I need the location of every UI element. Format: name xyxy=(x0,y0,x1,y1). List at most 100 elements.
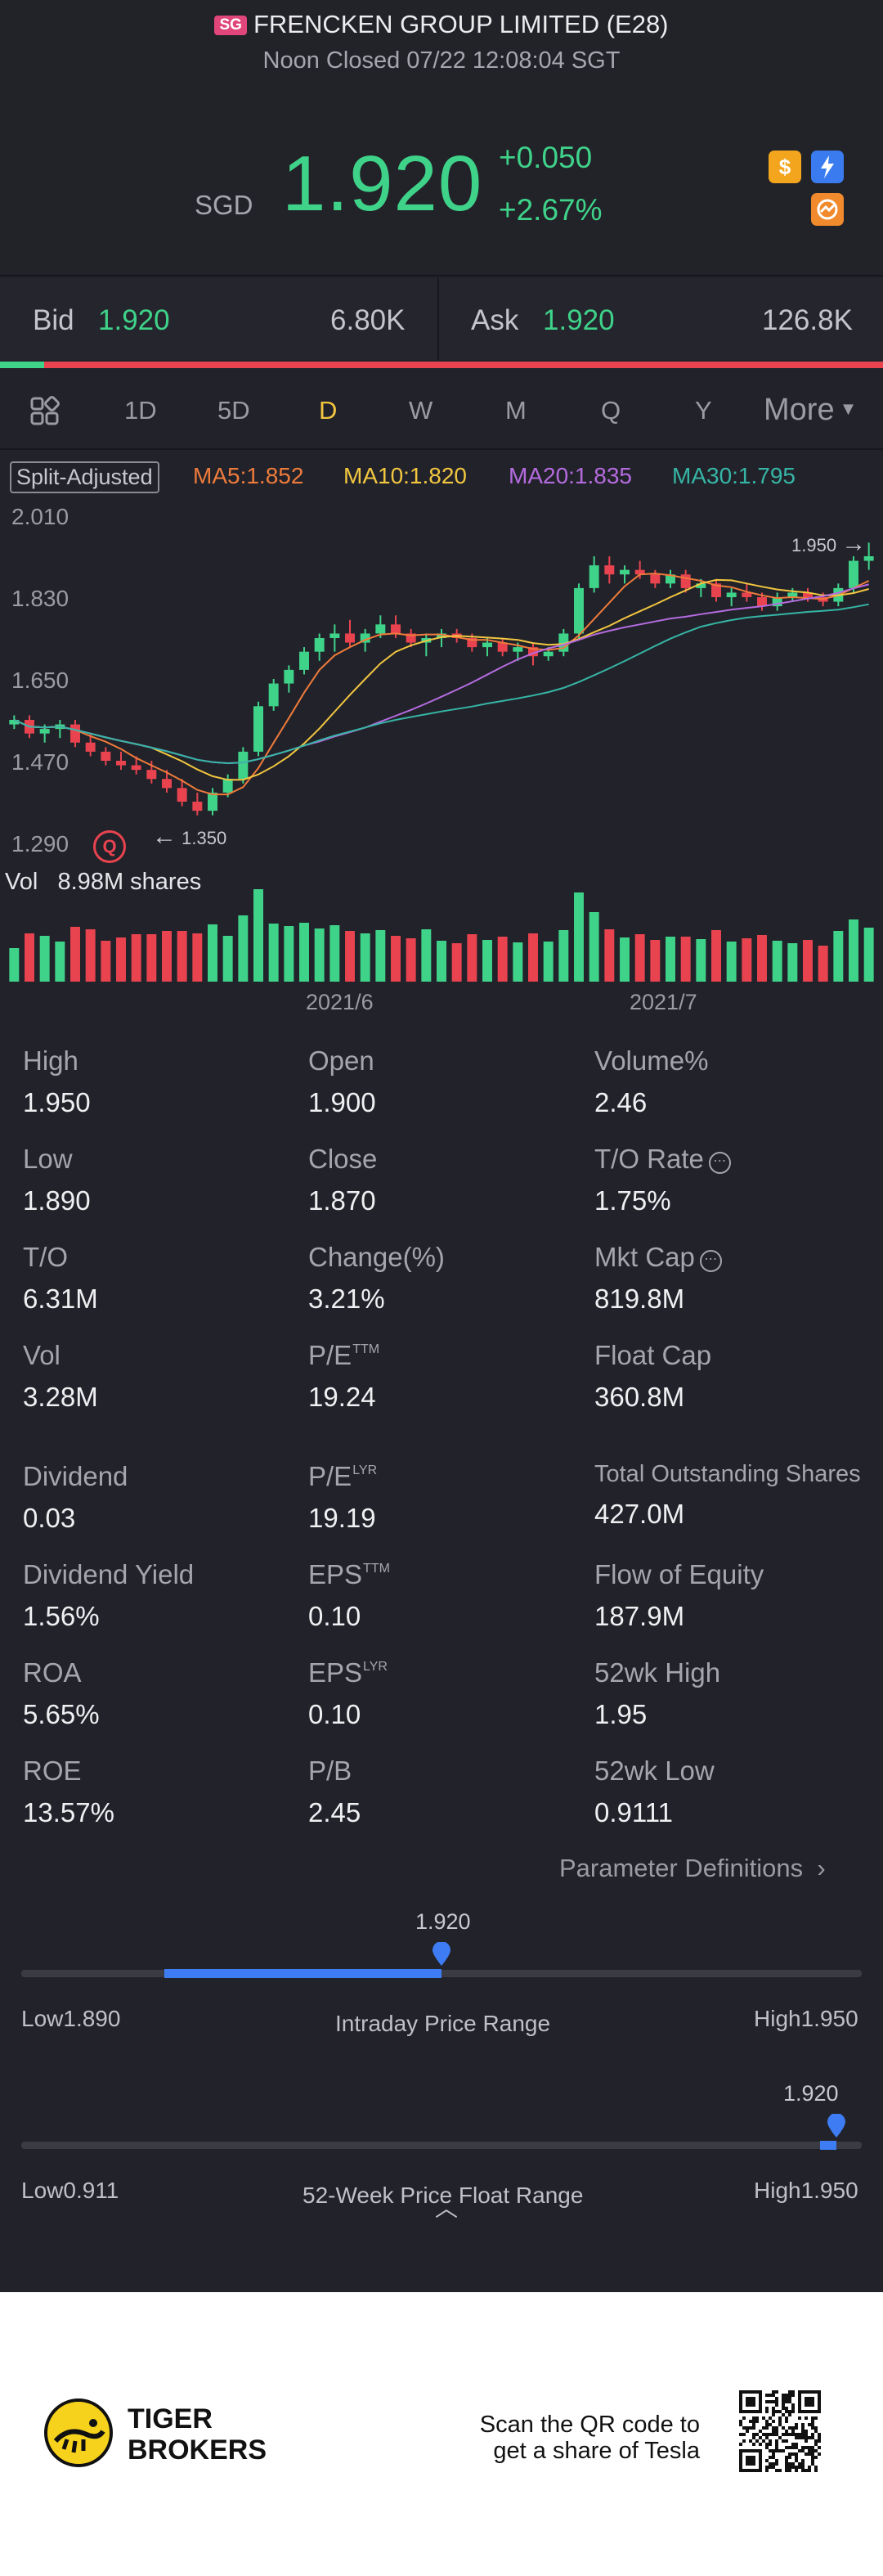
location-pin-icon xyxy=(827,2114,846,2138)
trend-icon[interactable] xyxy=(811,193,844,226)
volume-bar xyxy=(589,912,599,982)
intraday-high-label: High1.950 xyxy=(754,2006,858,2031)
flash-icon[interactable] xyxy=(811,151,844,183)
volume-bar xyxy=(818,946,828,982)
stat-label-text: T/O Rate xyxy=(594,1144,704,1174)
qr-module xyxy=(805,2436,808,2439)
qr-module xyxy=(772,2462,775,2466)
candle-body xyxy=(497,642,508,652)
qr-module xyxy=(805,2452,808,2456)
stat-value: 1.890 xyxy=(23,1185,91,1216)
stat-label-text: Dividend Yield xyxy=(23,1559,195,1589)
tab-quarter[interactable]: Q xyxy=(601,396,621,425)
tab-month[interactable]: M xyxy=(505,396,527,425)
tab-1d[interactable]: 1D xyxy=(124,396,157,425)
volume-bar xyxy=(192,933,203,982)
low-marker: ← 1.350 xyxy=(152,823,226,851)
qr-module xyxy=(811,2416,814,2420)
volume-bar xyxy=(9,948,20,982)
candle-body xyxy=(192,802,203,811)
promo-footer: TIGER BROKERS Scan the QR code to get a … xyxy=(0,2292,883,2576)
stat-value: 187.9M xyxy=(594,1601,685,1631)
stat-label: Low xyxy=(23,1144,91,1175)
qr-module xyxy=(814,2456,818,2459)
more-periods-button[interactable]: More ▼ xyxy=(764,393,857,428)
stat-label-text: T/O xyxy=(23,1242,68,1272)
split-adjusted-button[interactable]: Split-Adjusted xyxy=(10,461,159,493)
info-icon[interactable]: ⋯ xyxy=(699,1250,722,1272)
qr-module xyxy=(801,2449,805,2452)
layout-grid-icon[interactable] xyxy=(29,396,61,427)
volume-bar xyxy=(360,933,370,982)
qr-module xyxy=(746,2430,749,2433)
high-marker: 1.950 → xyxy=(791,530,866,558)
qr-module xyxy=(805,2433,808,2436)
stat-item: Volume% 2.46 xyxy=(594,1045,708,1118)
stat-label-text: Volume% xyxy=(594,1045,709,1076)
collapse-chevron-up-icon[interactable]: ︿ xyxy=(435,2196,459,2221)
candlestick-chart[interactable] xyxy=(0,491,883,998)
stat-label: P/ETTM xyxy=(308,1340,379,1371)
stat-label-superscript: TTM xyxy=(352,1342,380,1356)
ma30-value: MA30:1.795 xyxy=(672,463,796,488)
qr-module xyxy=(808,2469,811,2472)
qr-module xyxy=(795,2436,798,2439)
qr-module xyxy=(788,2426,791,2430)
qr-module xyxy=(795,2443,798,2446)
stat-label-text: ROA xyxy=(23,1657,82,1688)
qr-module xyxy=(795,2423,798,2426)
stat-label: EPSTTM xyxy=(308,1559,390,1590)
qr-module xyxy=(785,2439,788,2443)
tab-5d[interactable]: 5D xyxy=(217,396,250,425)
qr-module xyxy=(811,2452,814,2456)
qr-module xyxy=(795,2469,798,2472)
qr-module xyxy=(808,2449,811,2452)
qr-module xyxy=(785,2459,788,2462)
qr-module xyxy=(791,2462,795,2466)
moving-average-line xyxy=(13,583,869,765)
qr-module xyxy=(808,2446,811,2449)
qr-module xyxy=(752,2443,755,2446)
stat-value: 3.21% xyxy=(308,1284,385,1314)
qr-module xyxy=(814,2469,818,2472)
qr-module xyxy=(801,2466,805,2469)
volume-bar xyxy=(543,942,554,982)
qr-module xyxy=(772,2407,775,2410)
qr-module xyxy=(818,2446,821,2449)
stat-label-text: Flow of Equity xyxy=(594,1559,764,1589)
stat-item: Flow of Equity 187.9M xyxy=(594,1559,764,1632)
qr-module xyxy=(795,2459,798,2462)
tab-year[interactable]: Y xyxy=(695,396,712,425)
info-icon[interactable]: ⋯ xyxy=(708,1152,731,1174)
stat-label: Dividend xyxy=(23,1461,128,1492)
qr-module xyxy=(765,2400,769,2403)
qr-module xyxy=(782,2407,785,2410)
parameter-definitions-link[interactable]: Parameter Definitions › xyxy=(559,1854,826,1883)
stat-item: EPSTTM 0.10 xyxy=(308,1559,390,1632)
tiger-brokers-logo xyxy=(44,2398,113,2467)
stat-item: High 1.950 xyxy=(23,1045,91,1118)
qr-module xyxy=(791,2394,795,2397)
stat-label-text: High xyxy=(23,1045,78,1076)
stat-item: Mkt Cap ⋯ 819.8M xyxy=(594,1242,722,1315)
volume-bar xyxy=(528,933,538,982)
stat-value: 819.8M xyxy=(594,1284,685,1314)
stat-label-text: P/B xyxy=(308,1756,352,1786)
stat-label: P/ELYR xyxy=(308,1461,377,1492)
volume-bar xyxy=(833,931,844,982)
quote-q-button[interactable]: Q xyxy=(93,830,126,863)
volume-bar xyxy=(268,924,279,982)
qr-module xyxy=(814,2439,818,2443)
candle-body xyxy=(208,792,217,811)
dollar-icon[interactable]: $ xyxy=(769,151,801,183)
volume-bar xyxy=(772,941,782,982)
tab-week[interactable]: W xyxy=(409,396,433,425)
tab-day[interactable]: D xyxy=(319,396,338,425)
qr-module xyxy=(785,2446,788,2449)
qr-module xyxy=(772,2449,775,2452)
x-axis-label: 2021/7 xyxy=(630,990,697,1014)
volume-bar xyxy=(70,927,80,982)
qr-module xyxy=(765,2466,769,2469)
qr-module xyxy=(739,2443,742,2446)
low-marker-value: 1.350 xyxy=(182,828,227,848)
